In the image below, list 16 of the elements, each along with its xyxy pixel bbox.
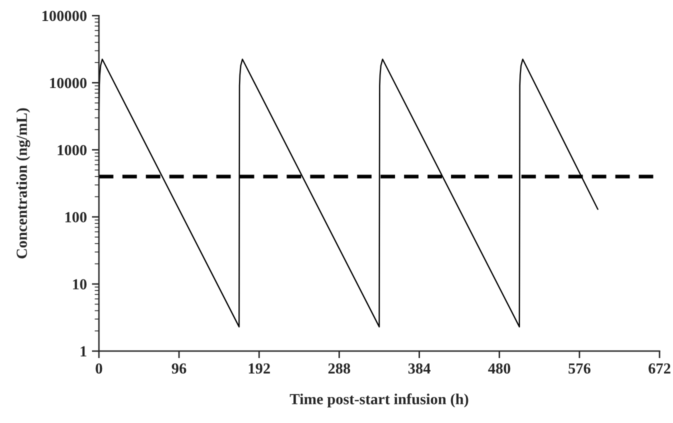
y-tick-label: 100 xyxy=(65,212,87,222)
y-tick-label: 10 xyxy=(73,279,87,290)
y-tick-label: 10000 xyxy=(50,78,87,88)
x-tick-label: 672 xyxy=(648,363,670,374)
x-tick-label: 576 xyxy=(568,363,590,374)
x-tick-label: 384 xyxy=(408,363,430,374)
x-tick-label: 192 xyxy=(248,363,270,374)
x-tick-label: 0 xyxy=(96,363,102,374)
x-tick-label: 96 xyxy=(172,363,186,374)
x-tick-label: 288 xyxy=(328,363,350,374)
x-tick-label: 480 xyxy=(488,363,510,374)
y-tick-label: 1000 xyxy=(58,144,87,156)
y-tick-label: 100000 xyxy=(42,10,87,22)
y-axis-title: Concentration (ng/mL) xyxy=(16,108,30,258)
x-axis-title: Time post-start infusion (h) xyxy=(290,393,468,408)
y-tick-label: 1 xyxy=(80,346,86,356)
